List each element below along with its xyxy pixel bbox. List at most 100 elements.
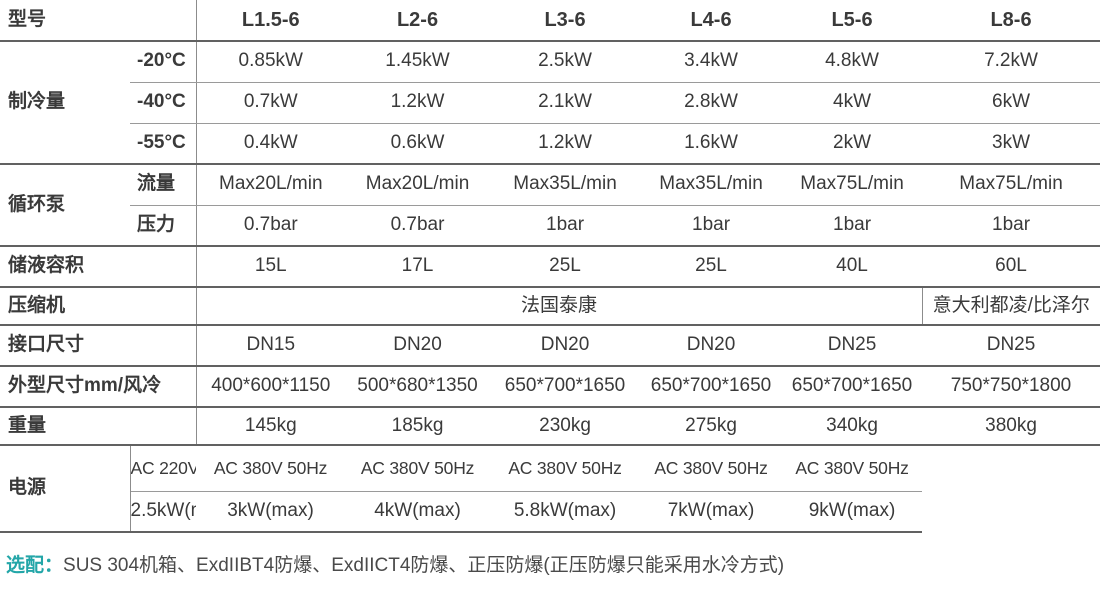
spec-cell: 60L [922,246,1100,288]
sub-label-pressure: 压力 [130,205,197,247]
spec-cell: DN25 [782,325,923,367]
spec-cell: 650*700*1650 [490,366,641,408]
spec-cell: AC 220V 50Hz [130,445,197,492]
spec-cell: 7.2kW [922,41,1100,83]
row-label-tank-volume: 储液容积 [0,246,197,288]
spec-cell: 7kW(max) [640,491,783,533]
row-label-weight: 重量 [0,407,197,446]
row-power-voltage: 电源 AC 220V 50Hz AC 380V 50Hz AC 380V 50H… [0,445,1100,533]
spec-cell: DN20 [345,325,491,367]
spec-cell: Max35L/min [490,164,641,206]
spec-cell: 1bar [490,205,641,247]
spec-cell: 25L [640,246,783,288]
spec-cell: 1.45kW [345,41,491,83]
spec-cell: AC 380V 50Hz [196,445,346,492]
spec-cell: 5.8kW(max) [490,491,641,533]
spec-cell: 0.85kW [196,41,346,83]
spec-cell: Max20L/min [196,164,346,206]
spec-cell: 145kg [196,407,346,446]
sub-label-temp: -55°C [130,123,197,165]
spec-cell: 1bar [782,205,923,247]
row-cooling-40c: -40°C 0.7kW 1.2kW 2.1kW 2.8kW 4kW 6kW [0,82,1100,124]
row-label-power: 电源 [0,445,131,533]
spec-cell: 4.8kW [782,41,923,83]
spec-cell: 750*750*1800 [922,366,1100,408]
row-tank-volume: 储液容积 15L 17L 25L 25L 40L 60L [0,246,1100,288]
spec-cell: 500*680*1350 [345,366,491,408]
row-model: 型号 L1.5-6 L2-6 L3-6 L4-6 L5-6 L8-6 [0,0,1100,42]
spec-table: 型号 L1.5-6 L2-6 L3-6 L4-6 L5-6 L8-6 制冷量 -… [0,0,1100,533]
spec-cell: 0.7kW [196,82,346,124]
spec-cell: 3kW [922,123,1100,165]
spec-cell: 275kg [640,407,783,446]
spec-cell: 4kW [782,82,923,124]
spec-cell: AC 380V 50Hz [345,445,491,492]
row-label-cooling-capacity: 制冷量 [0,41,130,165]
spec-cell: 0.4kW [196,123,346,165]
spec-cell: 650*700*1650 [782,366,923,408]
spec-cell: 40L [782,246,923,288]
row-cooling-55c: -55°C 0.4kW 0.6kW 1.2kW 1.6kW 2kW 3kW [0,123,1100,165]
options-note: 选配：SUS 304机箱、ExdIIBT4防爆、ExdIICT4防爆、正压防爆(… [0,550,1100,577]
row-label-dimensions: 外型尺寸mm/风冷 [0,366,197,408]
row-compressor: 压缩机 法国泰康 意大利都凌/比泽尔 [0,287,1100,326]
spec-cell: AC 380V 50Hz [640,445,783,492]
spec-cell: 650*700*1650 [640,366,783,408]
spec-cell: 3kW(max) [196,491,346,533]
spec-cell: 1bar [922,205,1100,247]
sub-label-temp: -40°C [130,82,197,124]
spec-cell: 340kg [782,407,923,446]
spec-cell: 380kg [922,407,1100,446]
model-header: L5-6 [782,0,923,42]
spec-cell: DN20 [640,325,783,367]
spec-cell: 0.7bar [345,205,491,247]
row-label-compressor: 压缩机 [0,287,197,326]
sub-label-flow: 流量 [130,164,197,206]
spec-cell: Max35L/min [640,164,783,206]
model-header: L4-6 [640,0,783,42]
spec-cell: 1.2kW [490,123,641,165]
spec-cell: 2.8kW [640,82,783,124]
model-header: L3-6 [490,0,641,42]
spec-cell: 1.6kW [640,123,783,165]
spec-cell: 4kW(max) [345,491,491,533]
spec-cell: 6kW [922,82,1100,124]
spec-cell: 25L [490,246,641,288]
spec-cell-compressor-last: 意大利都凌/比泽尔 [922,287,1100,326]
spec-cell: 185kg [345,407,491,446]
spec-cell: 1.2kW [345,82,491,124]
spec-cell: 9kW(max) [782,491,923,533]
row-pump-pressure: 压力 0.7bar 0.7bar 1bar 1bar 1bar 1bar [0,205,1100,247]
options-note-label: 选配： [6,555,64,576]
row-power-max: 2.5kW(max) 3kW(max) 4kW(max) 5.8kW(max) … [0,491,1100,533]
spec-cell: Max75L/min [922,164,1100,206]
row-dimensions: 外型尺寸mm/风冷 400*600*1150 500*680*1350 650*… [0,366,1100,408]
spec-cell: DN15 [196,325,346,367]
spec-cell-compressor-main: 法国泰康 [196,287,923,326]
spec-cell: DN25 [922,325,1100,367]
spec-cell: 2.5kW(max) [130,491,197,533]
spec-cell: Max20L/min [345,164,491,206]
row-label-pump: 循环泵 [0,164,130,247]
spec-cell: AC 380V 50Hz [782,445,923,492]
spec-cell: 0.6kW [345,123,491,165]
spec-cell: 15L [196,246,346,288]
model-header: L2-6 [345,0,491,42]
row-weight: 重量 145kg 185kg 230kg 275kg 340kg 380kg [0,407,1100,446]
model-header: L1.5-6 [196,0,346,42]
model-header: L8-6 [922,0,1100,42]
spec-cell: DN20 [490,325,641,367]
spec-cell: AC 380V 50Hz [490,445,641,492]
spec-cell: 230kg [490,407,641,446]
row-label-model: 型号 [0,0,197,42]
spec-cell: 17L [345,246,491,288]
spec-cell: 2kW [782,123,923,165]
sub-label-temp: -20°C [130,41,197,83]
row-cooling-20c: 制冷量 -20°C 0.85kW 1.45kW 2.5kW 3.4kW 4.8k… [0,41,1100,165]
row-pump-flow: 循环泵 流量 Max20L/min Max20L/min Max35L/min … [0,164,1100,247]
row-label-port-size: 接口尺寸 [0,325,197,367]
spec-cell: Max75L/min [782,164,923,206]
spec-cell: 1bar [640,205,783,247]
spec-cell: 2.5kW [490,41,641,83]
spec-cell: 2.1kW [490,82,641,124]
